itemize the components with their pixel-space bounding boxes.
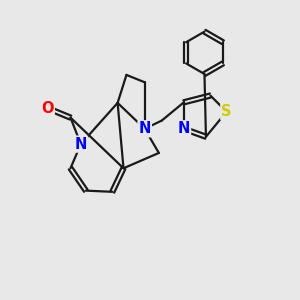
Text: O: O: [41, 101, 54, 116]
Text: S: S: [221, 104, 232, 119]
Text: N: N: [139, 121, 151, 136]
Text: N: N: [178, 121, 190, 136]
Text: N: N: [75, 136, 87, 152]
